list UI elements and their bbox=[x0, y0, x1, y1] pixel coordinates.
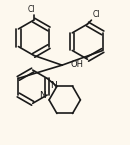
Text: N: N bbox=[51, 81, 57, 90]
Text: N: N bbox=[39, 90, 46, 99]
Text: Cl: Cl bbox=[92, 10, 100, 19]
Text: OH: OH bbox=[71, 60, 84, 69]
Text: Cl: Cl bbox=[28, 5, 35, 14]
